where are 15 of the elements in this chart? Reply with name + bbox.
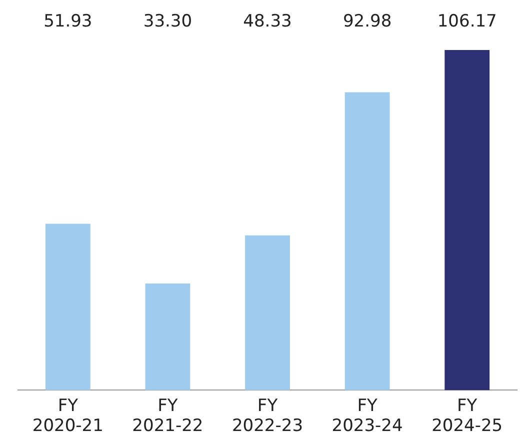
x-tick-label: FY 2021-22 bbox=[132, 396, 204, 436]
bar bbox=[444, 50, 490, 390]
bar bbox=[344, 92, 390, 390]
bar bbox=[145, 283, 190, 390]
data-label: 48.33 bbox=[243, 11, 292, 32]
bar bbox=[245, 235, 290, 390]
x-tick-label: FY 2024-25 bbox=[432, 396, 503, 436]
data-label: 51.93 bbox=[44, 11, 92, 32]
data-label: 92.98 bbox=[342, 11, 392, 32]
x-tick-label: FY 2022-23 bbox=[232, 396, 304, 436]
bar bbox=[45, 224, 90, 390]
data-label: 106.17 bbox=[437, 11, 497, 32]
data-label: 33.30 bbox=[143, 11, 192, 32]
x-tick-label: FY 2020-21 bbox=[32, 396, 104, 436]
x-tick-label: FY 2023-24 bbox=[332, 396, 403, 436]
